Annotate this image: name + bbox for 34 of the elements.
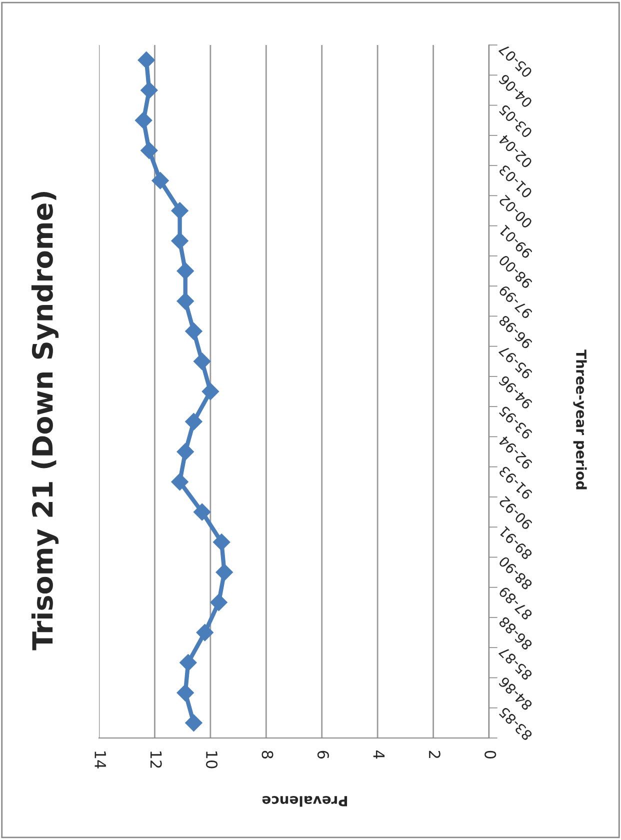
point (180, 654, 197, 672)
point (171, 473, 188, 490)
point (194, 352, 211, 370)
point (152, 172, 169, 190)
x-tick-label: 12 (150, 751, 162, 768)
point (171, 232, 188, 250)
point (135, 112, 152, 129)
point (176, 684, 194, 702)
x-tick-label: 4 (373, 750, 384, 759)
x-tick-label: 6 (317, 750, 329, 759)
x-axis-title: Prevalence (262, 796, 348, 807)
point (140, 142, 158, 160)
point (138, 52, 155, 69)
point (185, 322, 202, 340)
x-tick-label: 14 (94, 751, 106, 768)
point (213, 534, 230, 551)
point (171, 202, 188, 220)
text: Trisomy 21 (Down Syndrome) (31, 192, 59, 650)
x-tick-label: 0 (484, 750, 496, 759)
x-tick-label: 2 (429, 750, 440, 758)
point (202, 382, 219, 400)
point (194, 503, 211, 521)
x-tick-label: 10 (206, 751, 218, 768)
x-tick-label: 8 (262, 750, 274, 758)
point (140, 82, 158, 99)
point (185, 413, 202, 430)
point (210, 594, 228, 611)
point (176, 262, 194, 280)
point (176, 292, 194, 310)
point (196, 624, 214, 642)
point (216, 564, 233, 581)
point (176, 443, 194, 460)
y-axis-title: Three-year period (573, 350, 587, 490)
point (185, 714, 202, 732)
